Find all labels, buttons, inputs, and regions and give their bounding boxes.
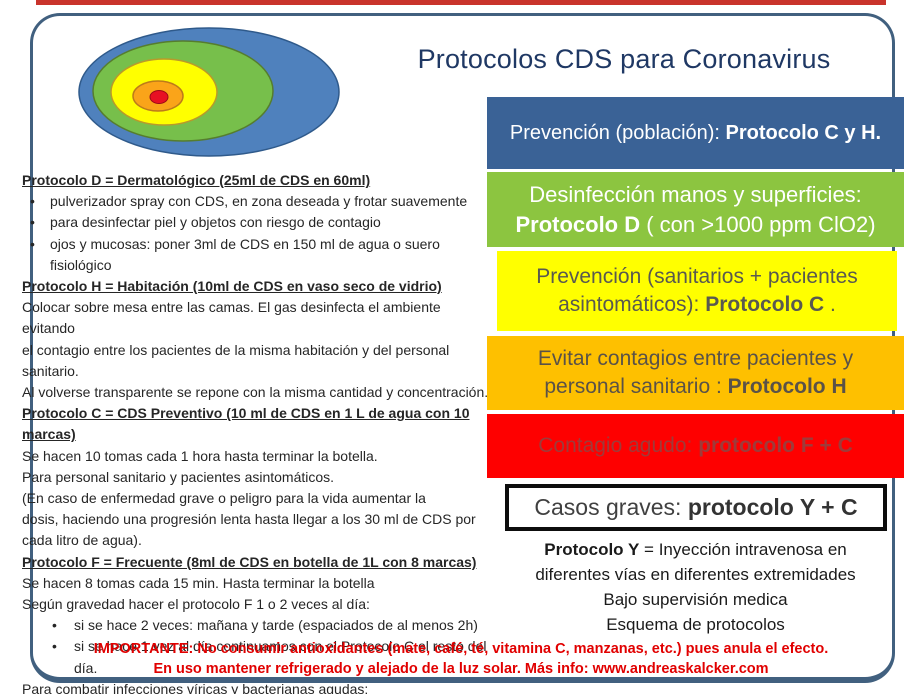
protocol-d-heading: Protocolo D = Dermatológico (25ml de CDS… xyxy=(22,172,371,188)
protocol-f-line: Según gravedad hacer el protocolo F 1 o … xyxy=(22,596,370,613)
priority-box-casos-graves: Casos graves: protocolo Y + C xyxy=(505,484,887,531)
protocol-h-heading: Protocolo H = Habitación (10ml de CDS en… xyxy=(22,278,442,295)
protocol-y-line4: Esquema de protocolos xyxy=(606,615,785,634)
protocol-y-line2: diferentes vías en diferentes extremidad… xyxy=(535,565,856,584)
box-text: Prevención (sanitarios + pacientes asint… xyxy=(536,264,858,316)
protocol-f-heading: Protocolo F = Frecuente (8ml de CDS en b… xyxy=(22,553,477,570)
footer-line2: En uso mantener refrigerado y alejado de… xyxy=(153,661,769,677)
protocol-c-line: (En caso de enfermedad grave o peligro p… xyxy=(22,490,426,507)
bullet-icon: • xyxy=(52,617,57,634)
priority-box-desinfeccion: Desinfección manos y superficies: Protoc… xyxy=(487,172,904,247)
box-text: Evitar contagios entre pacientes y perso… xyxy=(537,346,854,398)
priority-box-prevencion-poblacion: Prevención (población): Protocolo C y H. xyxy=(487,97,904,169)
box-text: ( con >1000 ppm ClO2) xyxy=(640,211,876,237)
list-item-text: ojos y mucosas: poner 3ml de CDS en 150 … xyxy=(50,235,440,273)
footer-line1: IMPORTANTE: No consumir antioxidantes (m… xyxy=(93,641,829,657)
priority-box-prevencion-sanitarios: Prevención (sanitarios + pacientes asint… xyxy=(497,251,897,331)
protocol-h-line: el contagio entre los pacientes de la mi… xyxy=(22,341,450,379)
protocol-y-line1: Protocolo Y = Inyección intravenosa en xyxy=(487,537,904,562)
box-text-bold: Protocolo H xyxy=(727,375,847,398)
list-item-text: pulverizador spray con CDS, en zona dese… xyxy=(50,193,468,210)
box-text-bold: protocolo Y + C xyxy=(687,494,858,520)
protocol-c-line: dosis, haciendo una progresión lenta has… xyxy=(22,511,476,528)
box-text-bold: Protocolo C xyxy=(705,293,825,316)
list-item: • si se hace 1 vez al día continuamos con… xyxy=(22,636,492,678)
protocol-y-label: Protocolo Y xyxy=(544,540,640,559)
box-text-bold: Protocolo C y H. xyxy=(725,121,882,144)
box-text: . xyxy=(824,293,836,316)
protocol-c-line: Se hacen 10 tomas cada 1 hora hasta term… xyxy=(22,447,378,464)
protocol-details-column: Protocolo D = Dermatológico (25ml de CDS… xyxy=(22,170,492,694)
box-text: Prevención (población): xyxy=(509,121,726,144)
protocol-y-note: Protocolo Y = Inyección intravenosa en d… xyxy=(487,537,904,637)
list-item: • para desinfectar piel y objetos con rie… xyxy=(22,212,492,233)
protocol-y-rest: = Inyección intravenosa en xyxy=(639,540,847,559)
priority-box-contagio-agudo: Contagio agudo: protocolo F + C xyxy=(487,414,904,478)
list-item: • si se hace 2 veces: mañana y tarde (esp… xyxy=(22,615,492,636)
protocol-c-line: cada litro de agua). xyxy=(22,532,142,549)
box-text-bold: Protocolo D xyxy=(515,211,641,237)
protocol-c-heading: Protocolo C = CDS Preventivo (10 ml de C… xyxy=(22,405,470,443)
box-text: Casos graves: xyxy=(534,494,688,520)
list-item: • ojos y mucosas: poner 3ml de CDS en 150… xyxy=(22,234,492,276)
box-text: Contagio agudo: xyxy=(538,433,699,457)
protocol-h-line: Colocar sobre mesa entre las camas. El g… xyxy=(22,299,441,337)
top-red-strip xyxy=(36,0,886,5)
priority-box-evitar-contagios: Evitar contagios entre pacientes y perso… xyxy=(487,336,904,410)
list-item-text: si se hace 1 vez al día continuamos con … xyxy=(74,638,487,676)
list-item: • pulverizador spray con CDS, en zona des… xyxy=(22,191,492,212)
box-text: Desinfección manos y superficies: xyxy=(529,181,862,207)
footer-warning: IMPORTANTE: No consumir antioxidantes (m… xyxy=(30,639,892,679)
list-item-text: para desinfectar piel y objetos con ries… xyxy=(50,214,381,231)
protocol-h-line: Al volverse transparente se repone con l… xyxy=(22,384,489,401)
list-item-text: si se hace 2 veces: mañana y tarde (espa… xyxy=(74,617,478,634)
concentric-risk-ellipses-icon xyxy=(78,27,340,157)
protocol-c-line: Para personal sanitario y pacientes asin… xyxy=(22,468,335,485)
bullet-icon: • xyxy=(52,638,57,655)
bullet-icon: • xyxy=(30,193,35,210)
protocol-y-line3: Bajo supervisión medica xyxy=(603,590,788,609)
page-title: Protocolos CDS para Coronavirus xyxy=(417,44,831,74)
protocol-f-line: Para combatir infecciones víricas y bact… xyxy=(22,680,369,694)
bullet-icon: • xyxy=(30,214,35,231)
bullet-icon: • xyxy=(30,235,35,252)
box-text-bold: protocolo F + C xyxy=(698,433,853,457)
protocol-f-line: Se hacen 8 tomas cada 15 min. Hasta term… xyxy=(22,574,375,591)
